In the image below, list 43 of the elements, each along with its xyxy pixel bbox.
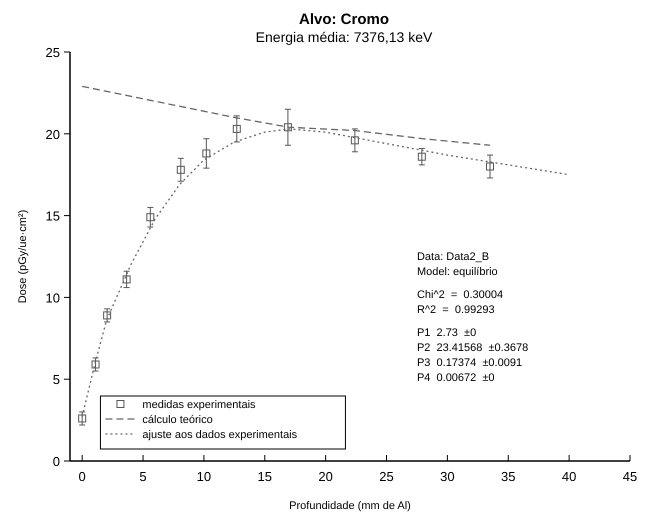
point bbox=[103, 311, 112, 320]
point bbox=[486, 162, 494, 171]
point bbox=[176, 166, 185, 174]
x-tick-label: 5 bbox=[139, 469, 147, 484]
legend-label: ajuste aos dados experimentais bbox=[142, 429, 298, 441]
x-tick-label: 35 bbox=[501, 469, 516, 484]
chart-subtitle: Energia média: 7376,13 keV bbox=[256, 29, 433, 45]
point bbox=[78, 414, 86, 422]
annotation: Chi^2 = 0.30004 bbox=[416, 288, 504, 301]
point bbox=[92, 360, 100, 368]
x-tick-label: 40 bbox=[562, 469, 576, 484]
point bbox=[146, 213, 154, 222]
point bbox=[122, 275, 131, 284]
point bbox=[232, 124, 241, 133]
x-axis-title: Profundidade (mm de Al) bbox=[289, 500, 411, 512]
x-tick-label: 10 bbox=[196, 469, 212, 484]
y-tick-label: 15 bbox=[46, 208, 60, 224]
annotation: P2 23.41568 ±0.3678 bbox=[416, 342, 528, 354]
x-tick-label: 15 bbox=[258, 469, 272, 484]
x-tick-label: 30 bbox=[440, 469, 455, 484]
point bbox=[350, 136, 359, 144]
annotation: Model: equilíbrio bbox=[416, 266, 498, 278]
x-tick-label: 25 bbox=[379, 469, 394, 484]
y-tick-label: 0 bbox=[52, 454, 60, 469]
y-tick-label: 10 bbox=[46, 290, 60, 306]
x-tick-label: 45 bbox=[622, 469, 638, 484]
chart-title: Alvo: Cromo bbox=[299, 11, 389, 28]
annotation: P3 0.17374 ±0.0091 bbox=[416, 356, 522, 369]
annotation: Data: Data2_B bbox=[416, 250, 490, 263]
y-tick-label: 25 bbox=[46, 45, 60, 60]
y-axis-title: Dose (pGy/ue·cm²) bbox=[17, 210, 29, 304]
x-tick-label: 20 bbox=[318, 469, 333, 484]
legend-label: medidas experimentais bbox=[142, 399, 256, 411]
annotation: P1 2.73 ±0 bbox=[416, 326, 476, 339]
annotation: R^2 = 0.99293 bbox=[416, 304, 495, 316]
x-tick-label: 0 bbox=[78, 469, 86, 484]
point bbox=[418, 152, 426, 161]
y-tick-label: 20 bbox=[46, 126, 60, 142]
annotation: P4 0.00672 ±0 bbox=[416, 372, 495, 384]
point bbox=[284, 123, 292, 132]
point bbox=[202, 149, 210, 158]
y-tick-label: 5 bbox=[52, 372, 60, 388]
legend-label: cálculo teórico bbox=[142, 414, 213, 426]
